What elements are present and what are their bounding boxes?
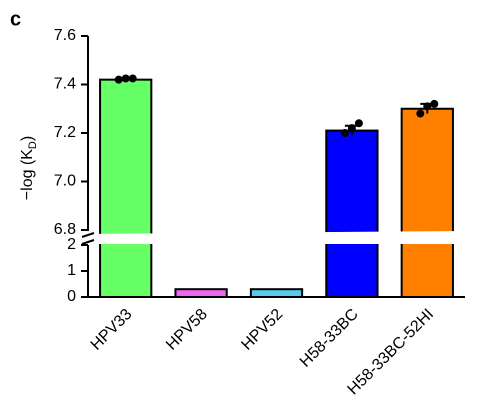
- y-tick-label: 7.4: [54, 76, 76, 93]
- break-marks: [81, 232, 95, 245]
- data-point: [114, 75, 123, 84]
- y-tick-label: 7.2: [54, 124, 76, 141]
- data-point: [347, 124, 356, 133]
- y-tick-label: 0: [67, 288, 76, 305]
- y-tick-label: 7.6: [54, 27, 76, 44]
- data-point: [354, 119, 363, 128]
- bar: [249, 288, 304, 299]
- y-label-main: −log (K: [19, 149, 36, 200]
- y-tick-label: 1: [67, 262, 76, 279]
- y-tick-label: 7.0: [54, 173, 76, 190]
- y-tick-label: 2: [67, 236, 76, 253]
- bar: [99, 78, 153, 299]
- x-tick-label: H58-33BC: [297, 306, 362, 371]
- y-axis-label: −log (KD): [19, 136, 39, 200]
- y-label-end: ): [19, 136, 36, 141]
- axis-break: [78, 231, 465, 244]
- panel-label: c: [10, 8, 21, 30]
- data-point: [423, 102, 432, 111]
- y-label-sub: D: [27, 141, 39, 149]
- bar: [174, 288, 228, 299]
- data-point: [121, 74, 130, 83]
- x-tick-label: HPV33: [88, 306, 136, 354]
- bar: [325, 129, 379, 298]
- bar: [400, 107, 454, 298]
- x-tick-label: HPV58: [163, 306, 211, 354]
- data-point: [416, 109, 425, 118]
- data-point: [340, 129, 349, 137]
- data-point: [430, 99, 439, 108]
- x-tick-label: HPV52: [238, 306, 286, 354]
- y-tick-label: 6.8: [54, 221, 76, 238]
- data-point: [128, 74, 137, 83]
